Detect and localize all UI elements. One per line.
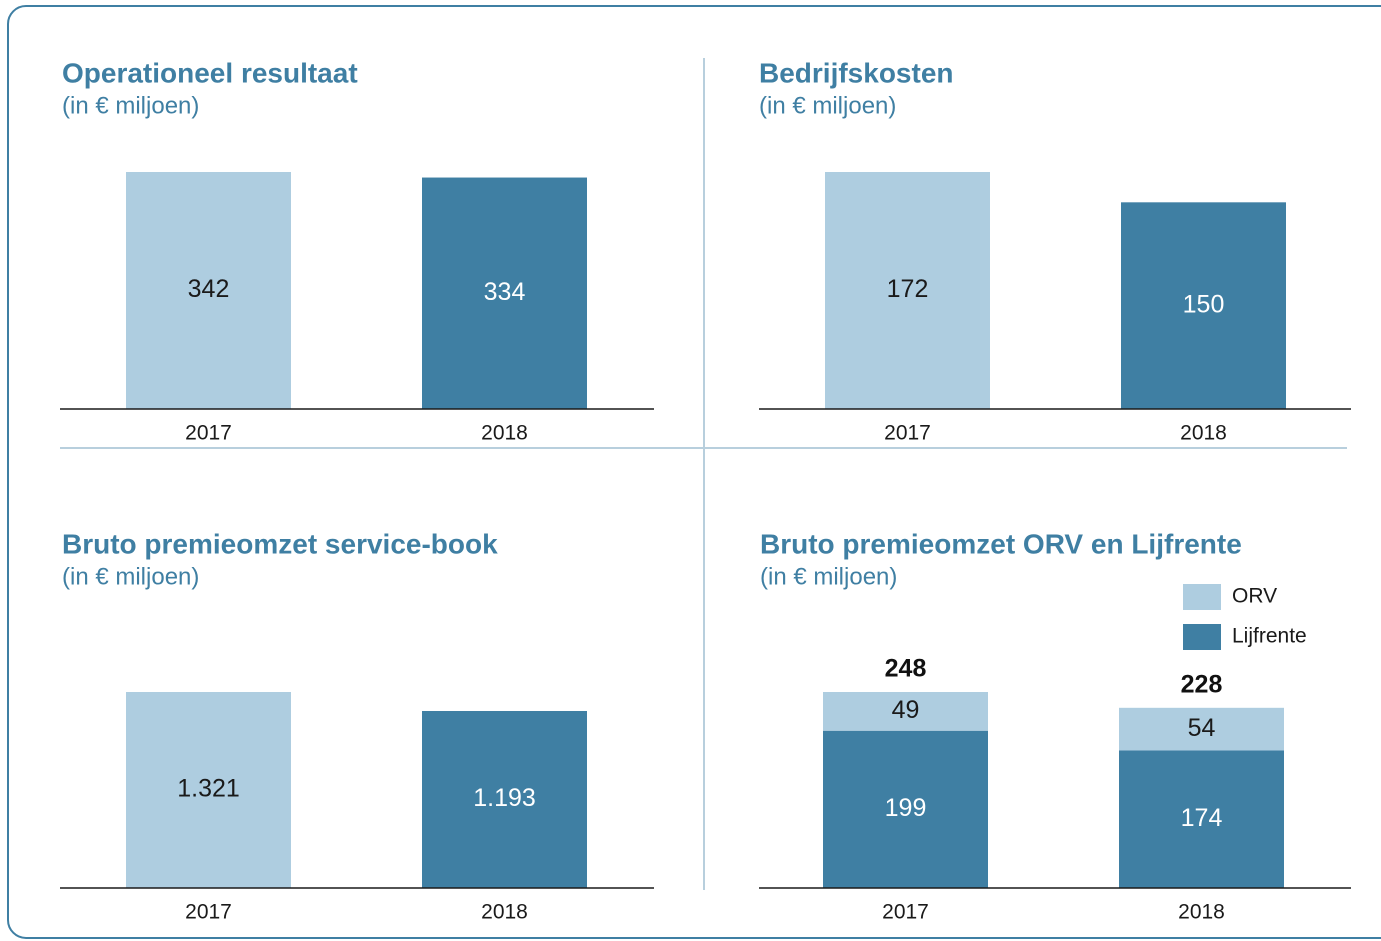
total-label: 228: [1181, 670, 1223, 698]
chart-subtitle: (in € miljoen): [760, 563, 897, 590]
frame: [7, 5, 1381, 939]
bar: [1121, 202, 1286, 409]
value-label: 1.193: [473, 784, 536, 812]
x-tick-label: 2017: [185, 901, 232, 924]
bar: [422, 177, 587, 409]
chart-subtitle: (in € miljoen): [62, 563, 199, 590]
x-tick-label: 2017: [884, 422, 931, 445]
bar: [422, 710, 587, 888]
value-label: 54: [1188, 714, 1216, 742]
legend-swatch: [1183, 584, 1221, 610]
total-label: 248: [885, 655, 927, 683]
chart-title: Bruto premieomzet ORV en Lijfrente: [760, 528, 1242, 559]
x-tick-label: 2018: [481, 901, 528, 924]
x-tick-label: 2017: [185, 422, 232, 445]
value-label: 334: [484, 278, 526, 306]
value-label: 342: [188, 275, 230, 303]
bar: [126, 172, 291, 409]
x-tick-label: 2018: [1180, 422, 1227, 445]
chart-title: Bedrijfskosten: [759, 57, 954, 88]
legend-label: ORV: [1232, 585, 1277, 608]
value-label: 49: [892, 696, 920, 724]
bar-segment: [1119, 707, 1284, 751]
bar-segment: [823, 692, 988, 731]
value-label: 1.321: [177, 775, 240, 803]
x-tick-label: 2018: [481, 422, 528, 445]
x-tick-label: 2018: [1178, 901, 1225, 924]
chart-title: Operationeel resultaat: [62, 57, 358, 88]
value-label: 150: [1183, 290, 1225, 318]
chart-subtitle: (in € miljoen): [62, 92, 199, 119]
chart-subtitle: (in € miljoen): [759, 92, 896, 119]
chart-title: Bruto premieomzet service-book: [62, 528, 498, 559]
legend-swatch: [1183, 624, 1221, 650]
value-label: 199: [885, 794, 927, 822]
bar-segment: [1119, 750, 1284, 888]
bar-segment: [823, 730, 988, 888]
value-label: 174: [1181, 804, 1223, 832]
bar: [825, 172, 990, 409]
bar: [126, 692, 291, 888]
x-tick-label: 2017: [882, 901, 929, 924]
legend-label: Lijfrente: [1232, 625, 1307, 648]
value-label: 172: [887, 275, 929, 303]
